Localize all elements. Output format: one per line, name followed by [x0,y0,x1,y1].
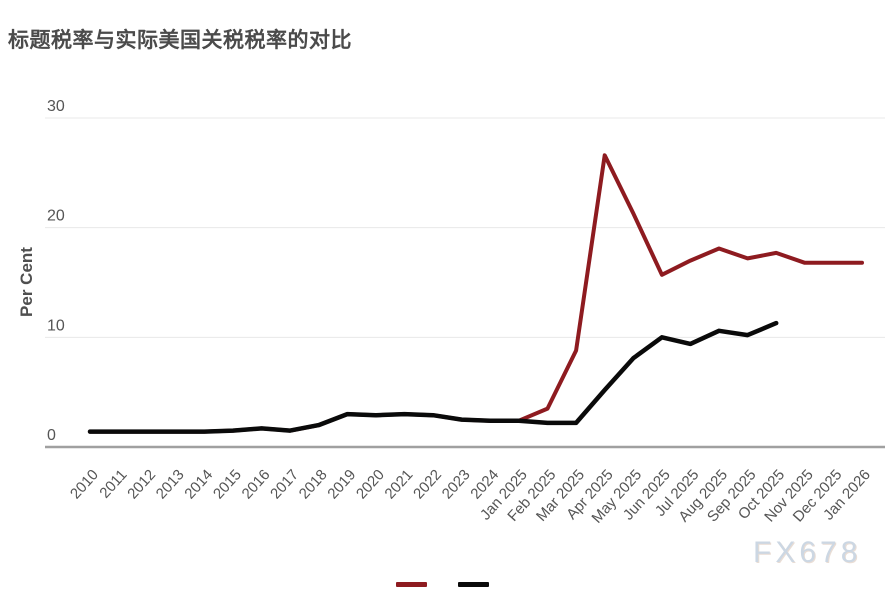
series-actual-tariff-rate-line [87,320,779,434]
x-tick-label-9: 2019 [324,466,359,502]
x-tick-label-0: 2010 [67,466,102,502]
x-tick-label-11: 2021 [382,466,417,502]
y-tick-label-0: 0 [47,427,56,444]
y-tick-label-30: 30 [47,98,65,115]
legend-swatch-actual [458,582,489,587]
y-tick-label-20: 20 [47,208,65,225]
chart-title: 标题税率与实际美国关税税率的对比 [8,29,352,52]
x-tick-label-7: 2017 [267,466,302,502]
x-tick-label-2: 2012 [124,466,159,502]
x-tick-label-1: 2011 [96,466,130,501]
x-tick-label-3: 2013 [153,466,188,502]
x-tick-label-5: 2015 [210,466,245,502]
x-tick-label-8: 2018 [296,466,331,502]
watermark-logo: FX678 [753,536,862,569]
x-tick-label-10: 2020 [353,466,388,502]
x-tick-label-12: 2022 [410,466,445,502]
series-headline-tariff-rate-line [88,153,864,434]
x-tick-label-6: 2016 [239,466,274,502]
legend-swatch-headline [396,582,427,587]
x-tick-label-13: 2023 [439,466,474,502]
x-tick-label-4: 2014 [181,466,216,502]
y-tick-label-10: 10 [47,317,65,334]
